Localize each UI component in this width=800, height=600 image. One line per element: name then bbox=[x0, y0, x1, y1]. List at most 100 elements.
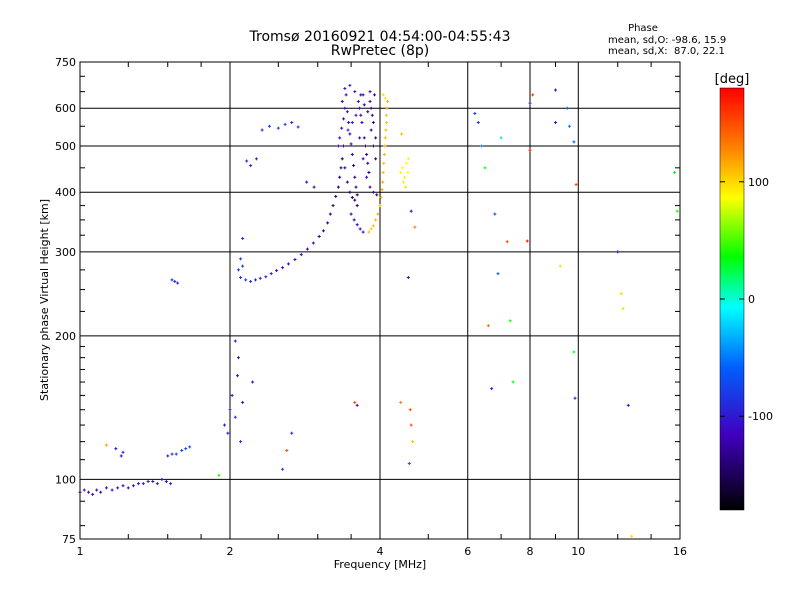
data-point bbox=[343, 86, 347, 90]
data-point bbox=[355, 403, 359, 407]
data-point bbox=[353, 198, 357, 202]
data-point bbox=[235, 374, 239, 378]
data-point bbox=[276, 126, 280, 130]
data-point bbox=[126, 486, 130, 490]
x-axis-label: Frequency [MHz] bbox=[334, 558, 426, 571]
data-point bbox=[409, 423, 413, 427]
data-point bbox=[241, 264, 245, 268]
data-point bbox=[404, 161, 408, 165]
data-point bbox=[349, 142, 353, 146]
data-points bbox=[78, 83, 679, 538]
data-point bbox=[155, 482, 159, 486]
data-point bbox=[269, 272, 273, 276]
data-point bbox=[374, 157, 378, 161]
data-point bbox=[352, 164, 356, 168]
data-point bbox=[311, 241, 315, 245]
data-point bbox=[406, 276, 410, 280]
data-point bbox=[131, 484, 135, 488]
data-point bbox=[346, 128, 350, 132]
data-point bbox=[173, 279, 177, 283]
data-point bbox=[352, 218, 356, 222]
data-point bbox=[376, 212, 380, 216]
data-point bbox=[176, 281, 180, 285]
y-tick-label: 600 bbox=[55, 102, 76, 115]
x-tick-label: 10 bbox=[571, 545, 585, 558]
data-point bbox=[367, 230, 371, 234]
data-point bbox=[505, 240, 509, 244]
data-point bbox=[344, 93, 348, 97]
data-point bbox=[366, 110, 370, 114]
data-point bbox=[402, 180, 406, 184]
data-point bbox=[338, 175, 342, 179]
data-point bbox=[104, 486, 108, 490]
data-point bbox=[401, 166, 405, 170]
data-point bbox=[493, 212, 497, 216]
data-point bbox=[258, 276, 262, 280]
data-point bbox=[381, 180, 385, 184]
data-point bbox=[369, 128, 373, 132]
data-point bbox=[673, 170, 677, 174]
chart-subtitle: RwPretec (8p) bbox=[331, 43, 429, 59]
data-point bbox=[95, 488, 99, 492]
data-point bbox=[146, 479, 150, 483]
data-point bbox=[267, 124, 271, 128]
data-point bbox=[358, 136, 362, 140]
data-point bbox=[382, 161, 386, 165]
data-point bbox=[136, 482, 140, 486]
data-point bbox=[233, 415, 237, 419]
data-point bbox=[312, 185, 316, 189]
data-point bbox=[384, 121, 388, 125]
data-point bbox=[558, 264, 562, 268]
data-point bbox=[86, 490, 90, 494]
data-point bbox=[370, 113, 374, 117]
data-point bbox=[383, 144, 387, 148]
data-point bbox=[374, 218, 378, 222]
data-point bbox=[251, 380, 255, 384]
data-point bbox=[116, 486, 120, 490]
data-point bbox=[326, 221, 330, 225]
data-point bbox=[223, 423, 227, 427]
data-point bbox=[119, 454, 123, 458]
data-point bbox=[254, 157, 258, 161]
data-point bbox=[343, 166, 347, 170]
data-point bbox=[379, 195, 383, 199]
data-point bbox=[166, 454, 170, 458]
data-point bbox=[328, 212, 332, 216]
data-point bbox=[369, 227, 373, 231]
data-point bbox=[381, 93, 385, 97]
data-point bbox=[531, 93, 535, 97]
data-point bbox=[340, 126, 344, 130]
phase-stats-o: mean, sd,O: -98.6, 15.9 bbox=[608, 35, 726, 46]
data-point bbox=[121, 450, 125, 454]
data-point bbox=[483, 166, 487, 170]
data-point bbox=[348, 132, 352, 136]
data-point bbox=[525, 239, 529, 243]
data-point bbox=[340, 157, 344, 161]
data-point bbox=[378, 204, 382, 208]
data-point bbox=[321, 229, 325, 233]
data-point bbox=[338, 136, 342, 140]
data-point bbox=[340, 99, 344, 103]
data-point bbox=[361, 157, 365, 161]
x-tick-label: 4 bbox=[377, 545, 384, 558]
data-point bbox=[366, 161, 370, 165]
data-point bbox=[567, 124, 571, 128]
data-point bbox=[353, 175, 357, 179]
axis-ticks: 1 2 4 6 8 10 16 75 100 200 300 400 500 600 750 bbox=[55, 56, 687, 558]
data-point bbox=[374, 136, 378, 140]
data-point bbox=[553, 88, 557, 92]
data-point bbox=[355, 223, 359, 227]
data-point bbox=[411, 440, 415, 444]
data-point bbox=[486, 324, 490, 328]
data-point bbox=[296, 125, 300, 129]
y-tick-label: 200 bbox=[55, 330, 76, 343]
data-point bbox=[350, 152, 354, 156]
data-point bbox=[348, 190, 352, 194]
data-point bbox=[511, 380, 515, 384]
data-point bbox=[528, 101, 532, 105]
data-point bbox=[347, 121, 351, 125]
y-tick-label: 300 bbox=[55, 246, 76, 259]
data-point bbox=[408, 408, 412, 412]
data-point bbox=[239, 276, 243, 280]
